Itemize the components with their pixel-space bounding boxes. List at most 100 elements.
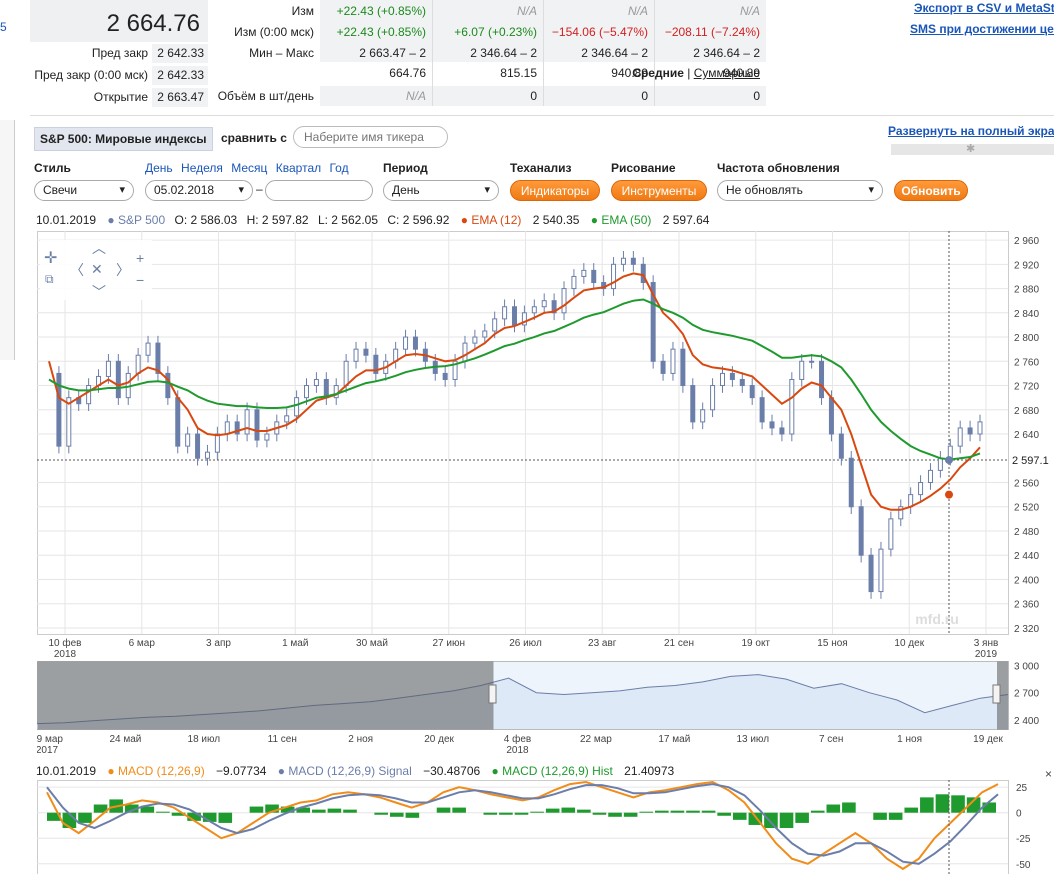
y-tick-label: 2 440 <box>1014 551 1039 562</box>
candle-body <box>868 554 874 593</box>
candle-body <box>819 360 825 399</box>
y-tick-label: 2 640 <box>1014 430 1039 441</box>
macd-hist-bar <box>124 804 139 813</box>
period-link-quarter[interactable]: Квартал <box>275 161 322 175</box>
candle-body <box>908 494 914 508</box>
open-label: Открытие <box>93 90 148 104</box>
style-select[interactable]: Свечи <box>34 180 134 201</box>
stat-row-label-chg-msk: Изм (0:00 мск) <box>234 25 314 39</box>
select-zoom-icon[interactable]: ⧉ <box>45 272 54 286</box>
period-link-month[interactable]: Месяц <box>231 161 268 175</box>
x-tick-label: 23 авг <box>588 638 617 649</box>
period-link-day[interactable]: День <box>145 161 173 175</box>
macd-y-label: -25 <box>1016 834 1031 845</box>
candle-body <box>204 451 210 459</box>
macd-hist-bar <box>732 812 747 820</box>
ema50-line <box>48 298 981 461</box>
date-from-input[interactable]: 05.02.2018 <box>145 180 253 201</box>
stat-chg-c2: N/A <box>627 4 648 18</box>
y-tick-label: 2 480 <box>1014 527 1039 538</box>
navigator-x-label: 2 ноя <box>348 734 373 745</box>
ema12-line <box>48 272 981 511</box>
stat-range-c2: 2 346.64 – 2 940.89 <box>581 46 648 80</box>
macd-hist-bar <box>826 804 841 813</box>
candle-body <box>650 282 656 362</box>
period-select[interactable]: День <box>383 180 499 201</box>
macd-hist-bar <box>452 807 466 813</box>
legend-sp500-name: S&P 500 <box>118 213 166 227</box>
fullscreen-link[interactable]: Развернуть на полный экран <box>888 124 1054 138</box>
navigator-x-label: 4 фев <box>504 733 531 745</box>
y-tick-label: 2 960 <box>1014 236 1039 247</box>
navigator-x-label: 18 июл <box>188 734 221 745</box>
signal-legend-value: −30.48706 <box>423 764 481 778</box>
macd-hist-bar <box>608 812 622 817</box>
pan-right-icon[interactable]: 〉 <box>116 262 130 278</box>
candle-body <box>482 330 488 338</box>
chart-frame <box>37 231 1009 635</box>
compare-ticker-input[interactable] <box>293 126 448 148</box>
sms-alert-link[interactable]: SMS при достижении цен <box>910 22 1054 36</box>
tools-button[interactable]: Инструменты <box>611 180 707 201</box>
x-tick-label: 26 июл <box>509 638 542 649</box>
candle-body <box>462 342 468 362</box>
pin-icon[interactable]: ✱ <box>966 143 976 155</box>
zoom-out-icon[interactable]: − <box>136 272 145 288</box>
macd-hist-bar <box>140 806 155 813</box>
macd-hist-bar <box>545 808 560 813</box>
zoom-in-icon[interactable]: + <box>136 250 145 266</box>
pan-down-icon[interactable]: ﹀ <box>92 284 106 300</box>
macd-y-label: -50 <box>1016 860 1031 871</box>
avg-tab[interactable]: Средние <box>632 66 684 80</box>
y-tick-label: 2 800 <box>1014 333 1039 344</box>
close-macd-icon[interactable]: × <box>1045 767 1053 781</box>
refresh-select[interactable]: Не обновлять <box>717 180 883 201</box>
x-tick-label: 2018 <box>54 649 77 659</box>
macd-hist-bar <box>670 810 685 813</box>
legend-sp500-dot: ● <box>107 213 115 227</box>
candle-body <box>838 433 844 459</box>
pan-up-icon[interactable]: ︿ <box>92 240 106 256</box>
period-links: День Неделя Месяц Квартал Год <box>145 161 349 175</box>
sum-tab[interactable]: Суммарные <box>693 66 760 80</box>
candle-body <box>472 336 478 344</box>
period-link-week[interactable]: Неделя <box>181 161 223 175</box>
candle-body <box>799 360 805 380</box>
macd-hist-bar <box>280 806 295 813</box>
macd-hist-bar <box>187 812 201 821</box>
y-tick-label: 2 400 <box>1014 575 1039 586</box>
cursor-dot-price <box>945 456 953 465</box>
macd-hist-bar <box>779 812 794 829</box>
period-link-year[interactable]: Год <box>329 161 349 175</box>
candle-body <box>561 288 567 314</box>
x-tick-label: 3 апр <box>206 638 231 649</box>
y-tick-label: 2 760 <box>1014 357 1039 368</box>
indicators-button[interactable]: Индикаторы <box>510 180 600 201</box>
reset-icon[interactable]: ✕ <box>91 261 103 277</box>
macd-frame <box>37 780 1009 874</box>
period-label: Период <box>383 161 428 175</box>
macd-y-label: 0 <box>1016 809 1022 820</box>
watermark: mfd.ru <box>915 611 959 627</box>
export-csv-link[interactable]: Экспорт в CSV и MetaStoc <box>914 1 1054 15</box>
macd-hist-bar <box>389 812 404 817</box>
navigator-x-label: 29 мар <box>37 734 63 745</box>
candle-body <box>442 372 448 380</box>
chart-nav-controls: ✛ ⧉ ︿ 〈 ✕ 〉 ﹀ + − <box>40 240 152 300</box>
update-button[interactable]: Обновить <box>894 180 968 201</box>
x-tick-label: 10 фев <box>48 637 81 649</box>
candle-body <box>492 318 498 332</box>
candle-body <box>244 409 250 435</box>
prev-close-msk-label: Пред закр (0:00 мск) <box>34 68 148 82</box>
pan-left-icon[interactable]: 〈 <box>70 262 84 278</box>
macd-chart[interactable]: 25 0 -25 -50 <box>37 780 1054 874</box>
macd-hist-bar <box>701 810 716 813</box>
crosshair-icon[interactable]: ✛ <box>44 250 58 267</box>
navigator-x-label: 11 сен <box>268 734 297 745</box>
date-to-input[interactable] <box>265 180 373 201</box>
candle-body <box>531 306 537 314</box>
candle-body <box>937 457 943 471</box>
candle-body <box>710 385 716 411</box>
